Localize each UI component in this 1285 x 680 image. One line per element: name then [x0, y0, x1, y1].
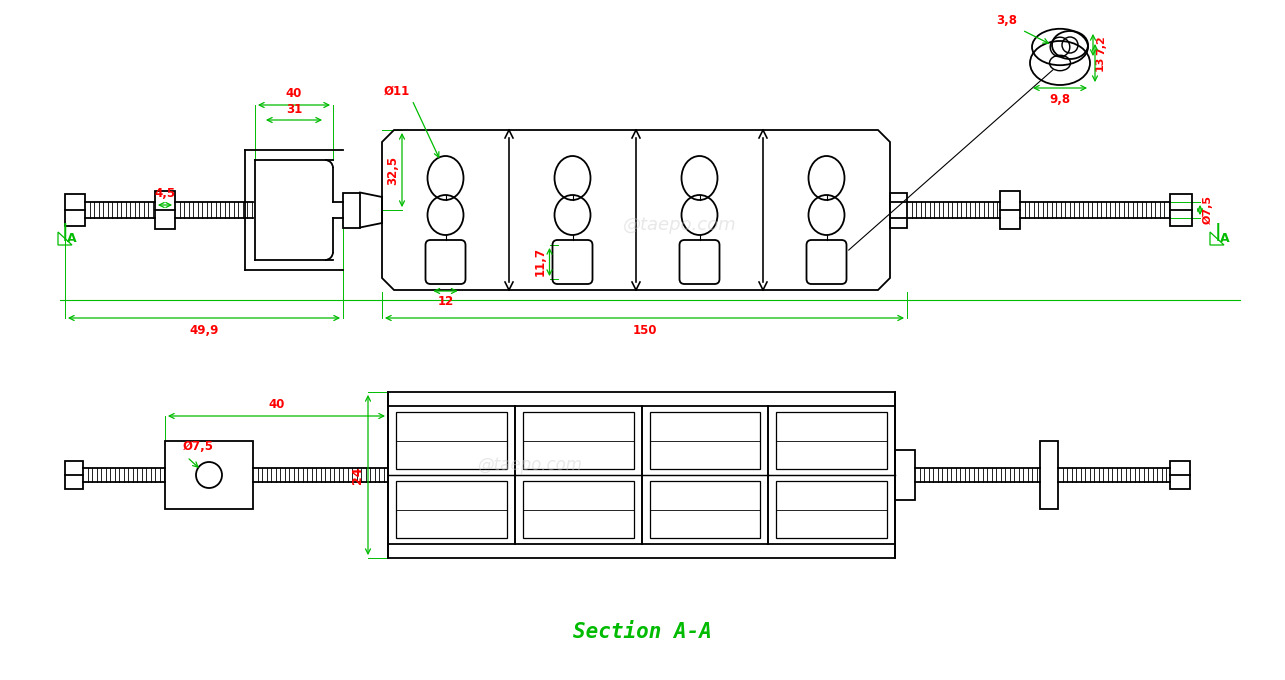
- Text: 12: 12: [437, 295, 454, 308]
- Text: 9,8: 9,8: [1050, 93, 1070, 106]
- Text: 7,2: 7,2: [1096, 35, 1106, 55]
- Text: 3,8: 3,8: [996, 14, 1016, 27]
- Text: A: A: [67, 231, 77, 245]
- Text: Ø7,5: Ø7,5: [1203, 196, 1213, 224]
- Text: 40: 40: [269, 398, 285, 411]
- Text: 49,9: 49,9: [189, 324, 218, 337]
- Text: 24: 24: [351, 466, 364, 483]
- Text: @taepo.com: @taepo.com: [478, 456, 582, 474]
- Text: A: A: [1221, 231, 1230, 245]
- Text: Ø7,5: Ø7,5: [182, 440, 215, 453]
- Text: @taepo.com: @taepo.com: [623, 216, 736, 234]
- Text: 31: 31: [285, 103, 302, 116]
- Text: 32,5: 32,5: [386, 156, 400, 184]
- Text: 11,7: 11,7: [533, 248, 546, 277]
- Text: |: |: [62, 223, 68, 241]
- Text: 150: 150: [632, 324, 657, 337]
- Text: |: |: [1214, 223, 1221, 241]
- Text: 4,5: 4,5: [154, 187, 176, 200]
- Text: 40: 40: [285, 87, 302, 100]
- Text: Ø11: Ø11: [384, 85, 410, 98]
- Text: Section A-A: Section A-A: [573, 622, 712, 642]
- Text: 13: 13: [1095, 55, 1105, 71]
